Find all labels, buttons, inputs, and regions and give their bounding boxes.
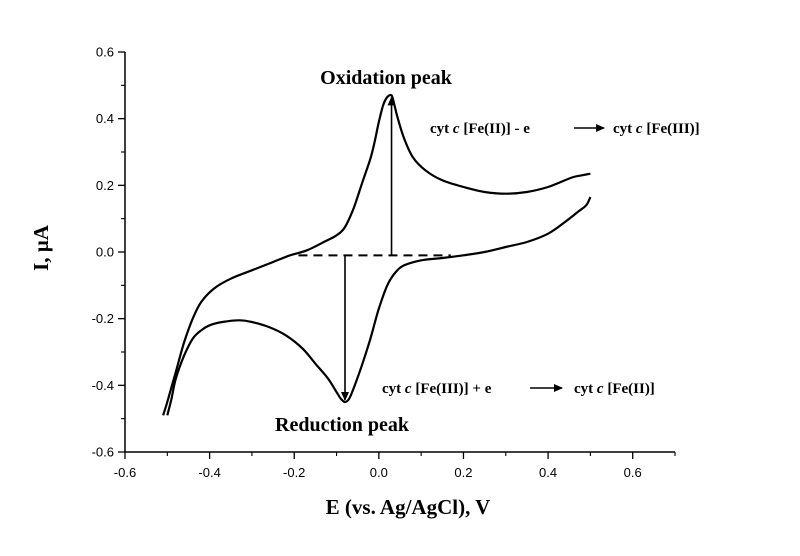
oxidation-equation-product: cyt c [Fe(III)] — [613, 121, 700, 137]
y-tick-label: 0.0 — [96, 245, 114, 260]
y-tick-label: -0.6 — [92, 445, 114, 460]
oxidation-peak-label: Oxidation peak — [320, 67, 453, 89]
y-tick-label: 0.4 — [96, 111, 114, 126]
x-tick-label: -0.2 — [283, 465, 305, 480]
reverse-scan-curve — [162, 93, 591, 416]
x-ticks: -0.6 -0.4 -0.2 0.0 0.2 0.4 0.6 — [114, 452, 676, 480]
cv-curves — [162, 93, 592, 416]
x-tick-label: 0.6 — [624, 465, 642, 480]
x-axis-title: E (vs. Ag/AgCl), V — [326, 495, 491, 519]
reduction-equation-reactant: cyt c [Fe(III)] + e — [382, 381, 492, 397]
x-tick-label: 0.2 — [454, 465, 472, 480]
y-axis-title: I, µA — [29, 224, 53, 271]
x-tick-label: -0.4 — [198, 465, 220, 480]
y-ticks: -0.6 -0.4 -0.2 0.0 0.2 0.4 0.6 — [92, 45, 125, 460]
y-tick-label: -0.4 — [92, 378, 114, 393]
reduction-peak-label: Reduction peak — [275, 414, 410, 436]
reduction-equation-product: cyt c [Fe(II)] — [574, 381, 655, 397]
y-tick-label: 0.2 — [96, 178, 114, 193]
x-tick-label: -0.6 — [114, 465, 136, 480]
x-tick-label: 0.4 — [539, 465, 557, 480]
y-tick-label: -0.2 — [92, 311, 114, 326]
forward-scan-curve — [166, 196, 592, 416]
oxidation-equation-reactant: cyt c [Fe(II)] - e — [430, 121, 530, 137]
y-tick-label: 0.6 — [96, 45, 114, 60]
x-tick-label: 0.0 — [370, 465, 388, 480]
